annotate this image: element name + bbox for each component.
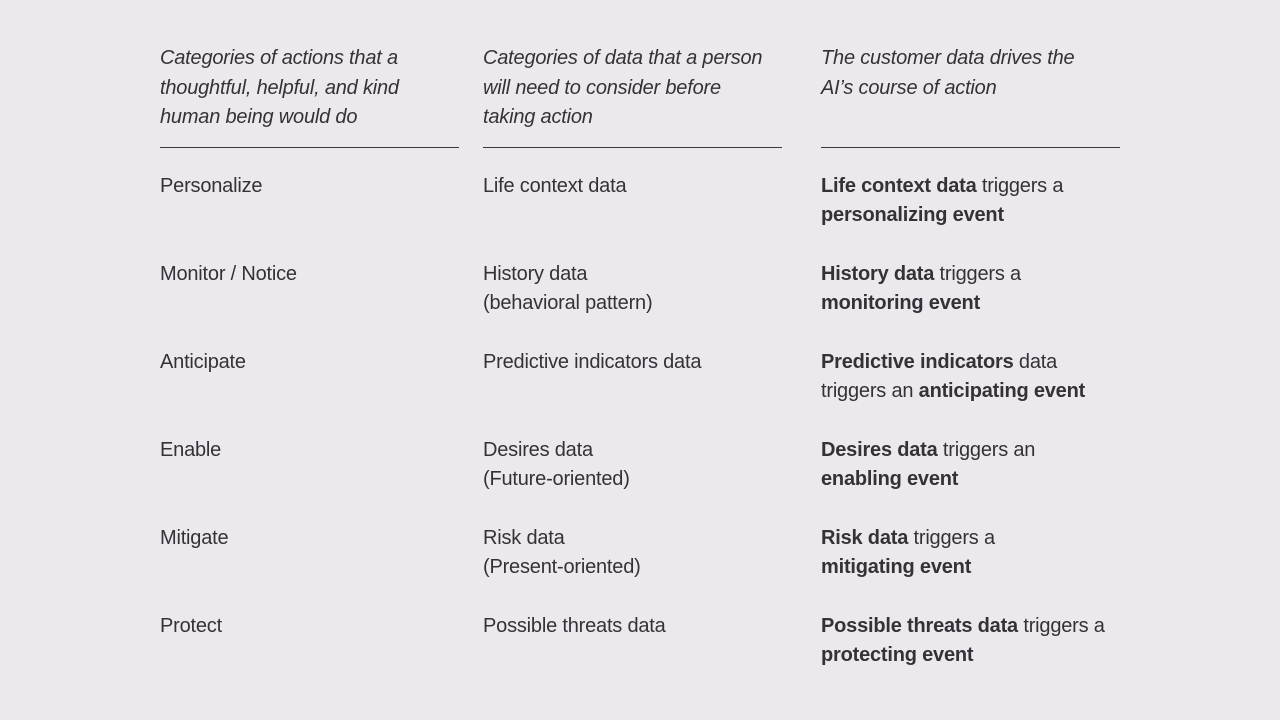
action-enable: Enable — [160, 439, 222, 461]
trigger-enabling: Desires data triggers an enabling event — [821, 436, 1120, 494]
trigger-text: triggers a — [1017, 615, 1105, 637]
trigger-line: Desires data triggers an — [821, 436, 1120, 465]
header-line: AI’s course of action — [821, 76, 997, 99]
trigger-text: triggers a — [934, 263, 1022, 285]
trigger-personalizing: Life context data triggers a personalizi… — [821, 172, 1120, 230]
triggers-column-header: The customer data drives the AI’s course… — [821, 44, 1120, 103]
trigger-text: triggers a — [908, 527, 995, 549]
trigger-bold: History data — [821, 263, 935, 285]
header-line: human being would do — [160, 106, 358, 128]
trigger-event: protecting event — [821, 644, 974, 666]
data-category-risk: Risk data (Present-oriented) — [483, 524, 782, 582]
trigger-text: triggers an — [937, 439, 1036, 461]
data-category-line: (Present-oriented) — [483, 556, 641, 578]
trigger-line: enabling event — [821, 465, 1120, 494]
action-anticipate: Anticipate — [160, 351, 246, 373]
data-category-line: (behavioral pattern) — [483, 292, 653, 314]
header-line: Categories of actions that a — [160, 47, 398, 69]
data-categories-column-header: Categories of data that a person will ne… — [483, 44, 782, 133]
trigger-mitigating: Risk data triggers a mitigating event — [821, 524, 1120, 582]
trigger-bold: Desires data — [821, 439, 938, 461]
trigger-line: Possible threats data triggers a — [821, 612, 1120, 641]
data-category-line: (Future-oriented) — [483, 468, 630, 490]
trigger-protecting: Possible threats data triggers a protect… — [821, 612, 1120, 670]
data-category-line: Predictive indicators data — [483, 351, 702, 373]
trigger-text: triggers an — [821, 380, 919, 402]
action-personalize: Personalize — [160, 175, 263, 197]
data-category-line: Life context data — [483, 175, 627, 197]
data-category-threats: Possible threats data — [483, 612, 782, 641]
header-line: thoughtful, helpful, and kind — [160, 76, 399, 99]
trigger-line: personalizing event — [821, 201, 1120, 230]
trigger-line: monitoring event — [821, 289, 1120, 318]
trigger-anticipating: Predictive indicators data triggers an a… — [821, 348, 1120, 406]
action-protect: Protect — [160, 615, 222, 637]
trigger-line: protecting event — [821, 641, 1120, 670]
trigger-event: enabling event — [821, 468, 959, 490]
action-mitigate: Mitigate — [160, 527, 229, 549]
trigger-event: monitoring event — [821, 292, 981, 314]
data-category-line: Risk data — [483, 527, 565, 549]
header-divider — [821, 147, 1120, 148]
trigger-text: data — [1013, 351, 1058, 373]
data-category-line: Possible threats data — [483, 615, 666, 637]
trigger-text: triggers a — [976, 175, 1064, 197]
data-category-history: History data (behavioral pattern) — [483, 260, 782, 318]
action-monitor-notice: Monitor / Notice — [160, 263, 297, 285]
trigger-line: History data triggers a — [821, 260, 1120, 289]
trigger-line: mitigating event — [821, 553, 1120, 582]
trigger-bold: Possible threats data — [821, 615, 1018, 637]
header-divider — [483, 147, 782, 148]
trigger-line: Predictive indicators data — [821, 348, 1120, 377]
trigger-bold: Predictive indicators — [821, 351, 1014, 373]
trigger-line: triggers an anticipating event — [821, 377, 1120, 406]
header-line: Categories of data that a person — [483, 47, 763, 69]
header-line: taking action — [483, 106, 593, 128]
trigger-event: mitigating event — [821, 556, 972, 578]
trigger-event: personalizing event — [821, 204, 1004, 226]
header-line: The customer data drives the — [821, 47, 1075, 69]
data-category-life-context: Life context data — [483, 172, 782, 201]
data-category-predictive: Predictive indicators data — [483, 348, 782, 377]
header-line: will need to consider before — [483, 76, 721, 99]
trigger-monitoring: History data triggers a monitoring event — [821, 260, 1120, 318]
header-divider — [160, 147, 459, 148]
trigger-line: Life context data triggers a — [821, 172, 1120, 201]
trigger-event: anticipating event — [918, 380, 1086, 402]
trigger-line: Risk data triggers a — [821, 524, 1120, 553]
data-category-line: History data — [483, 263, 588, 285]
trigger-bold: Life context data — [821, 175, 977, 197]
actions-column-header: Categories of actions that a thoughtful,… — [160, 44, 459, 133]
data-category-line: Desires data — [483, 439, 593, 461]
data-category-desires: Desires data (Future-oriented) — [483, 436, 782, 494]
trigger-bold: Risk data — [821, 527, 909, 549]
